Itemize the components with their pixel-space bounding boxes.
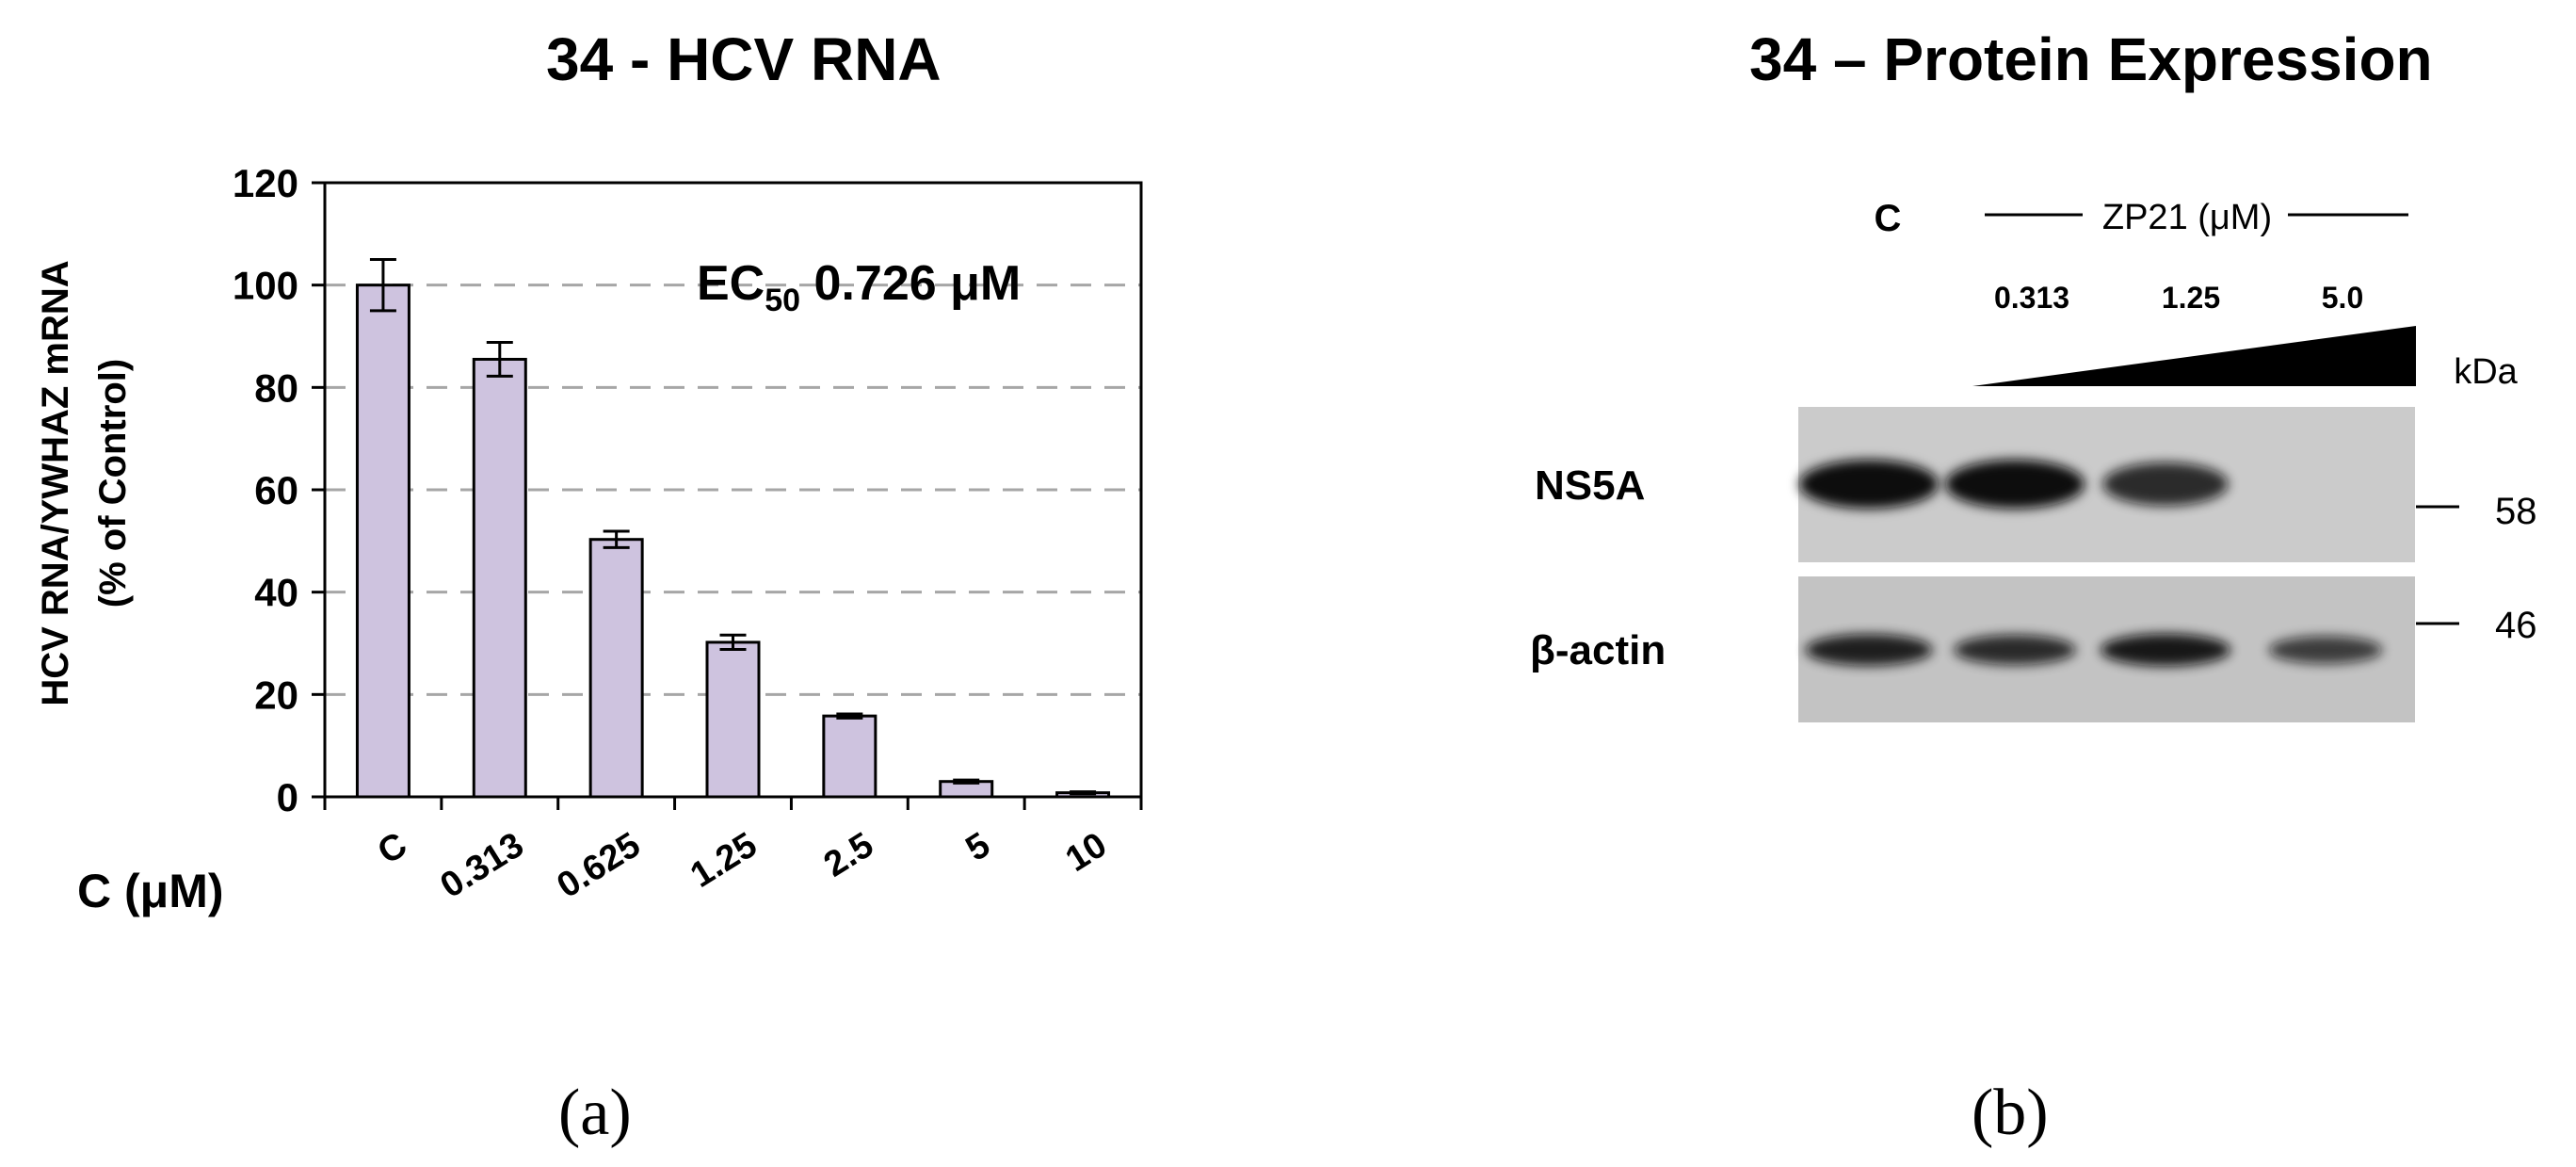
y-tick-label: 20 <box>254 673 298 717</box>
conc-label-3: 5.0 <box>2322 281 2363 315</box>
conc-label-1: 0.313 <box>1994 281 2069 315</box>
y-tick-labels: 0 20 40 60 80 100 120 <box>233 161 298 819</box>
marker-label-58: 58 <box>2495 491 2537 532</box>
panel-label-b: (b) <box>1972 1077 2049 1149</box>
ec50-annotation: EC50 0.726 μM <box>697 256 1021 318</box>
y-axis-title: HCV RNA/YWHAZ mRNA <box>35 260 76 705</box>
axes <box>312 181 1143 810</box>
concentration-wedge <box>1972 326 2416 386</box>
x-category-label: 2.5 <box>817 825 880 885</box>
y-axis-subtitle: (% of Control) <box>92 359 134 608</box>
ec50-prefix: EC <box>697 256 765 311</box>
x-category-label: C <box>371 825 414 872</box>
x-tick-labels: C 0.313 0.625 1.25 2.5 5 10 <box>371 825 1114 906</box>
x-category-label: 5 <box>959 825 997 869</box>
error-bars <box>369 258 1097 796</box>
bar-series <box>355 284 1111 799</box>
y-tick-label: 80 <box>254 365 298 410</box>
y-tick-label: 100 <box>233 264 298 308</box>
y-tick-label: 0 <box>277 775 298 819</box>
bar <box>472 357 527 799</box>
x-category-label: 10 <box>1059 825 1114 880</box>
blot-band <box>2100 633 2231 667</box>
bar <box>588 538 644 799</box>
blot-band <box>1954 635 2076 665</box>
panel-label-a: (a) <box>558 1077 632 1149</box>
beta-actin-label: β-actin <box>1530 627 1666 673</box>
blot-band <box>1945 460 2085 509</box>
blot-band <box>1799 460 1939 509</box>
blot-band <box>2102 462 2229 507</box>
treatment-label: ZP21 (μM) <box>2102 198 2272 237</box>
chart-title: 34 - HCV RNA <box>546 25 942 93</box>
x-axis-unit-label: C (μM) <box>77 865 224 917</box>
ns5a-bands <box>1799 460 2229 509</box>
conc-label-2: 1.25 <box>2162 281 2220 315</box>
blot-band <box>1805 634 1933 666</box>
blot-title: 34 – Protein Expression <box>1749 25 2433 93</box>
bar <box>355 284 411 799</box>
blot-band <box>2268 636 2383 664</box>
grid-lines <box>325 284 1141 696</box>
y-tick-label: 40 <box>254 571 298 615</box>
kda-label: kDa <box>2454 352 2518 392</box>
ec50-value: 0.726 μM <box>800 256 1021 311</box>
x-category-label: 0.625 <box>551 825 648 906</box>
x-category-label: 0.313 <box>434 825 531 906</box>
ns5a-label: NS5A <box>1535 462 1645 509</box>
x-category-label: 1.25 <box>684 825 764 896</box>
bar <box>822 714 877 799</box>
hcv-rna-bar-chart: 0 20 40 60 80 100 120 C 0.313 0.625 1.25 2.5 5 10 HC… <box>35 161 1143 917</box>
y-tick-label: 120 <box>233 161 298 205</box>
beta-actin-bands <box>1805 633 2383 667</box>
blot-control-label: C <box>1875 198 1902 239</box>
bar <box>705 640 761 799</box>
ec50-subscript: 50 <box>765 283 800 318</box>
y-tick-label: 60 <box>254 468 298 512</box>
marker-label-46: 46 <box>2495 605 2537 646</box>
western-blot: C ZP21 (μM) 0.313 1.25 5.0 kDa NS5A β-ac… <box>1530 198 2537 722</box>
